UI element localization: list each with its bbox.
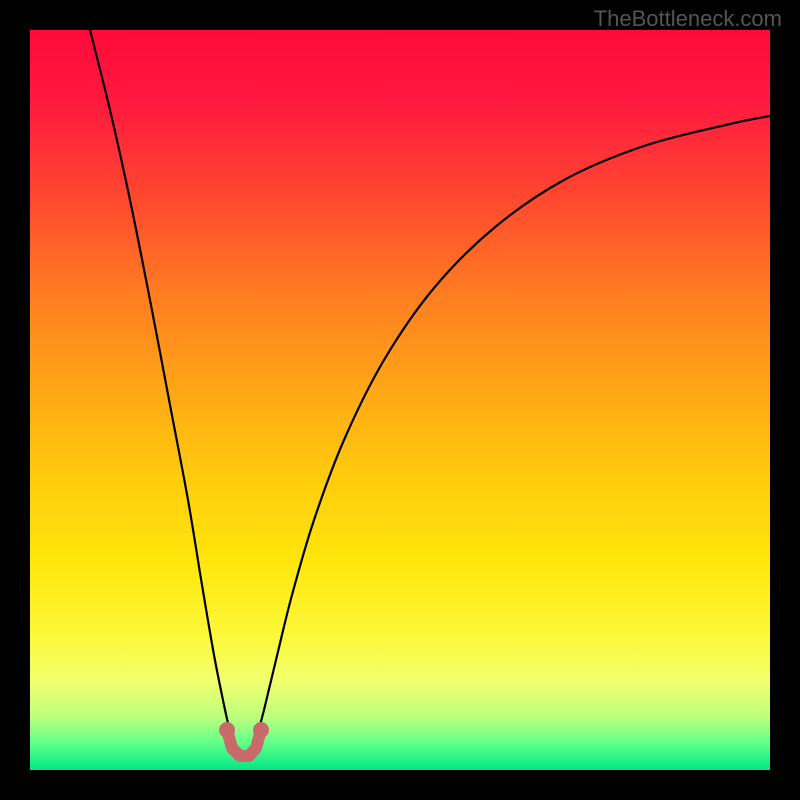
watermark-text: TheBottleneck.com — [594, 6, 782, 32]
bottleneck-curve — [30, 30, 770, 770]
bottom-marker-dot-left — [219, 722, 235, 738]
bottom-marker-dot-right — [253, 722, 269, 738]
curve-left-branch — [90, 30, 230, 732]
chart-frame: TheBottleneck.com — [0, 0, 800, 800]
plot-area — [30, 30, 770, 770]
curve-right-branch — [258, 116, 770, 732]
